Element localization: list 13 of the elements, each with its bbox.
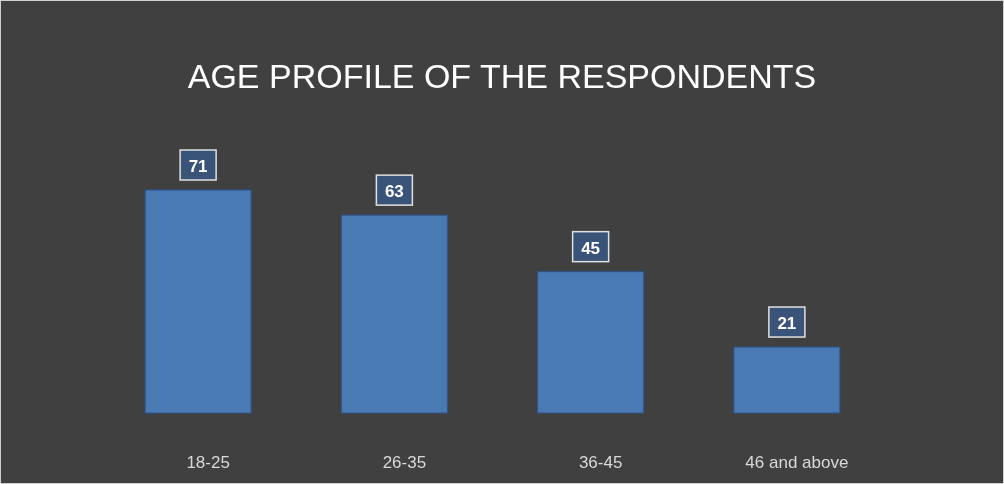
bar — [340, 214, 448, 414]
x-tick-label: 26-35 — [382, 453, 427, 472]
data-label: 21 — [777, 314, 797, 334]
chart-title: AGE PROFILE OF THE RESPONDENTS — [187, 57, 817, 95]
bar — [733, 346, 841, 414]
x-tick-label: 18-25 — [186, 453, 230, 472]
data-label: 63 — [384, 182, 404, 202]
bar — [144, 189, 252, 414]
bar — [537, 271, 645, 414]
data-label: 71 — [188, 157, 208, 176]
data-label: 45 — [581, 238, 601, 258]
x-tick-label: 36-45 — [578, 453, 623, 472]
x-tick-label: 46 and above — [745, 453, 849, 472]
